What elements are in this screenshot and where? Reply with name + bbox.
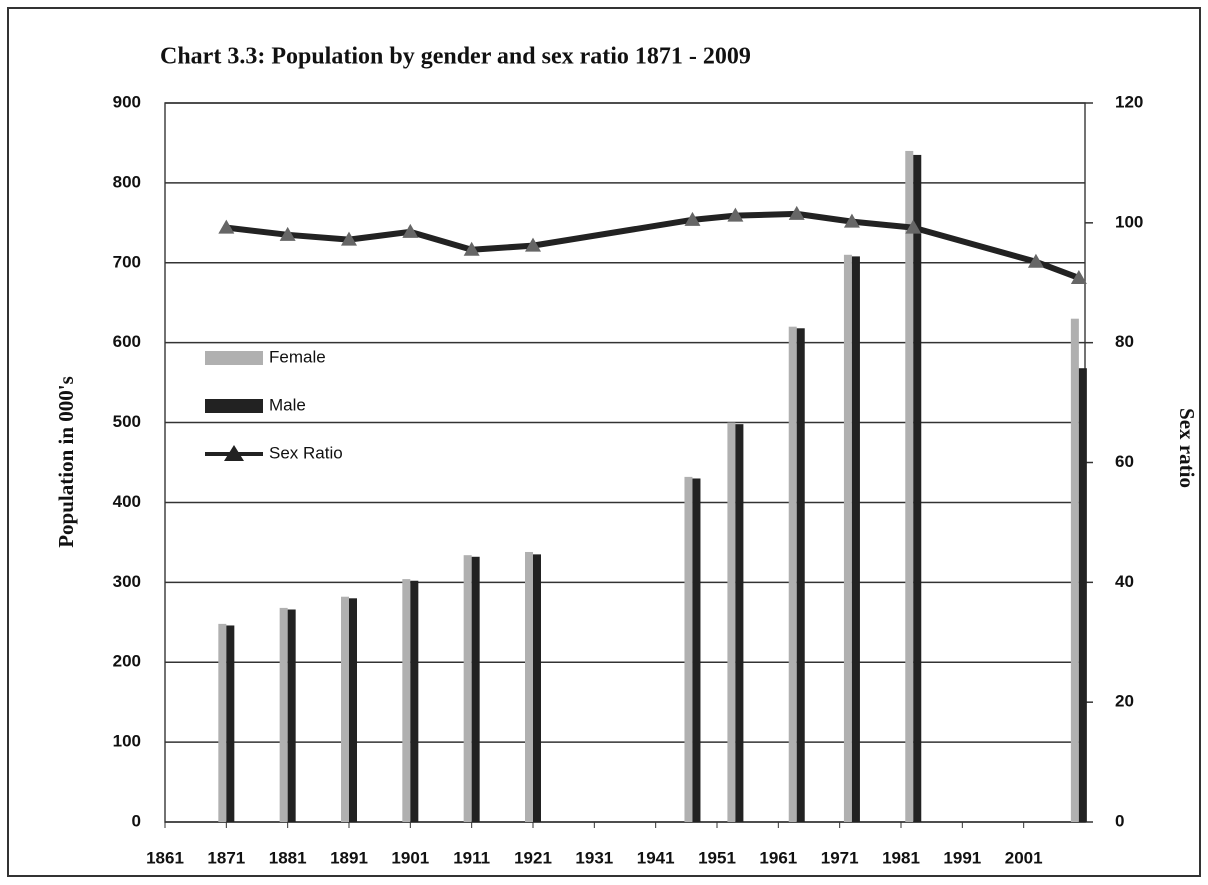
marker (905, 219, 922, 234)
marker (402, 223, 419, 238)
x-tick-label: 1921 (514, 848, 552, 867)
marker (525, 237, 541, 252)
legend-label: Female (269, 347, 326, 366)
x-tick-label: 1941 (637, 848, 675, 867)
bar (533, 554, 541, 822)
bar (349, 598, 357, 822)
x-tick-label: 1981 (882, 848, 920, 867)
bar (218, 623, 227, 822)
y2-axis-label: Sex ratio (1175, 408, 1199, 488)
marker (463, 241, 480, 256)
y-tick-label: 300 (113, 572, 141, 591)
marker (684, 211, 701, 226)
chart-title: Chart 3.3: Population by gender and sex … (160, 44, 751, 70)
y2-tick-label: 120 (1115, 92, 1143, 111)
x-tick-label: 1931 (575, 848, 613, 867)
bar (905, 150, 914, 822)
bar (796, 328, 805, 822)
marker (843, 213, 860, 228)
frame (7, 7, 1201, 877)
line (225, 210, 1080, 281)
x-tick-label: 1991 (943, 848, 981, 867)
y2-tick-label: 100 (1115, 212, 1143, 231)
bar (287, 609, 296, 822)
x-tick-label: 1911 (453, 848, 490, 867)
y-tick-label: 400 (113, 492, 141, 511)
y2-tick-label: 0 (1115, 811, 1124, 830)
bar (843, 254, 852, 823)
bar (1070, 318, 1079, 822)
legend-swatch (205, 351, 263, 365)
y-tick-label: 500 (113, 412, 141, 431)
y-tick-label: 900 (113, 92, 141, 111)
bar (471, 556, 480, 822)
bar (684, 476, 693, 822)
marker (788, 205, 805, 220)
x-tick-label: 1971 (821, 848, 859, 867)
x-tick-label: 1881 (269, 848, 307, 867)
x-tick-label: 2001 (1005, 848, 1043, 867)
y-tick-label: 100 (113, 732, 141, 751)
bar (1078, 368, 1087, 822)
x-tick-label: 1891 (330, 848, 368, 867)
y2-tick-label: 20 (1115, 692, 1134, 711)
y-tick-label: 200 (113, 652, 141, 671)
legend-label: Male (269, 395, 306, 414)
x-tick-label: 1861 (146, 848, 184, 867)
plot-area (164, 102, 1086, 823)
bar (226, 625, 235, 822)
marker (1070, 269, 1087, 284)
marker (341, 231, 357, 246)
y-tick-label: 800 (113, 172, 141, 191)
marker (279, 226, 296, 241)
bar (341, 596, 349, 822)
legend-label: Sex Ratio (269, 443, 343, 462)
marker (1027, 253, 1044, 268)
y-tick-label: 700 (113, 252, 141, 271)
bar (279, 607, 288, 822)
bar (692, 478, 701, 822)
bar (463, 555, 472, 822)
y2-tick-label: 40 (1115, 572, 1134, 591)
bar (913, 154, 922, 822)
y2-tick-label: 60 (1115, 452, 1134, 471)
legend-swatch (205, 399, 263, 413)
y-axis-label: Population in 000's (54, 376, 78, 548)
y-tick-label: 0 (132, 811, 141, 830)
bar (410, 580, 419, 822)
bar (525, 551, 533, 822)
bar (402, 579, 411, 822)
x-tick-label: 1961 (759, 848, 797, 867)
bar (735, 424, 744, 822)
marker (727, 207, 744, 222)
legend-marker (224, 445, 244, 461)
bar (788, 326, 797, 822)
bar (851, 256, 860, 822)
x-tick-label: 1901 (391, 848, 429, 867)
x-tick-label: 1951 (698, 848, 736, 867)
bar (727, 422, 736, 822)
y2-tick-label: 80 (1115, 332, 1134, 351)
y-tick-label: 600 (113, 332, 141, 351)
x-tick-label: 1871 (207, 848, 245, 867)
marker (218, 219, 235, 234)
